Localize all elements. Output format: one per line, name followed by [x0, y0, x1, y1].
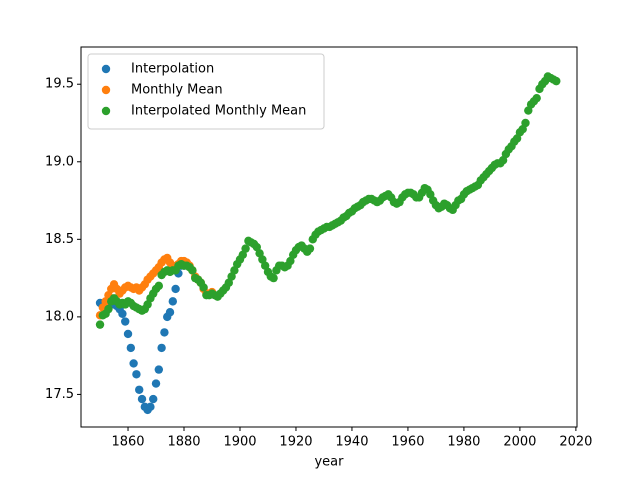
point [149, 394, 158, 404]
point [95, 320, 105, 329]
axes-frame [80, 46, 578, 428]
x-tick-label: 1960 [391, 435, 424, 450]
point [165, 308, 175, 317]
x-tick-label: 1920 [279, 435, 312, 450]
point [269, 273, 278, 283]
legend-marker [101, 64, 111, 74]
point [241, 244, 250, 253]
point [151, 379, 161, 388]
plot-area [95, 72, 561, 415]
point [132, 370, 141, 379]
point [129, 359, 138, 368]
x-tick-label: 1900 [223, 435, 256, 450]
x-tick-label: 2000 [503, 435, 536, 450]
point [532, 93, 541, 103]
point [146, 402, 155, 412]
legend-box [87, 53, 325, 130]
point [137, 394, 147, 404]
x-axis-label: year [314, 455, 344, 470]
point [126, 343, 136, 353]
point [157, 343, 166, 353]
point [104, 304, 113, 314]
point [118, 309, 127, 318]
legend-marker [101, 85, 111, 95]
point [135, 385, 144, 394]
y-tick-label: 19.0 [45, 154, 74, 169]
point [171, 284, 180, 294]
point [552, 76, 561, 86]
x-tick-label: 1860 [111, 435, 144, 450]
point [188, 266, 197, 275]
y-tick-label: 18.0 [45, 309, 74, 324]
legend-label: Monthly Mean [131, 83, 223, 98]
y-tick-label: 18.5 [45, 232, 74, 247]
y-tick-label: 19.5 [45, 77, 74, 92]
x-tick-label: 1980 [447, 435, 480, 450]
point [121, 317, 130, 326]
legend-marker [101, 106, 111, 116]
x-tick-label: 1940 [335, 435, 368, 450]
point [154, 365, 164, 374]
point [160, 328, 169, 337]
y-tick-label: 17.5 [45, 387, 74, 402]
x-tick-label: 2020 [559, 435, 592, 450]
point [154, 281, 164, 291]
point [123, 329, 133, 339]
point [521, 118, 530, 128]
point [199, 283, 208, 292]
x-tick-label: 1880 [167, 435, 200, 450]
legend-label: Interpolated Monthly Mean [131, 104, 306, 119]
legend-label: Interpolation [131, 62, 214, 77]
point [168, 297, 178, 306]
point [305, 244, 315, 253]
